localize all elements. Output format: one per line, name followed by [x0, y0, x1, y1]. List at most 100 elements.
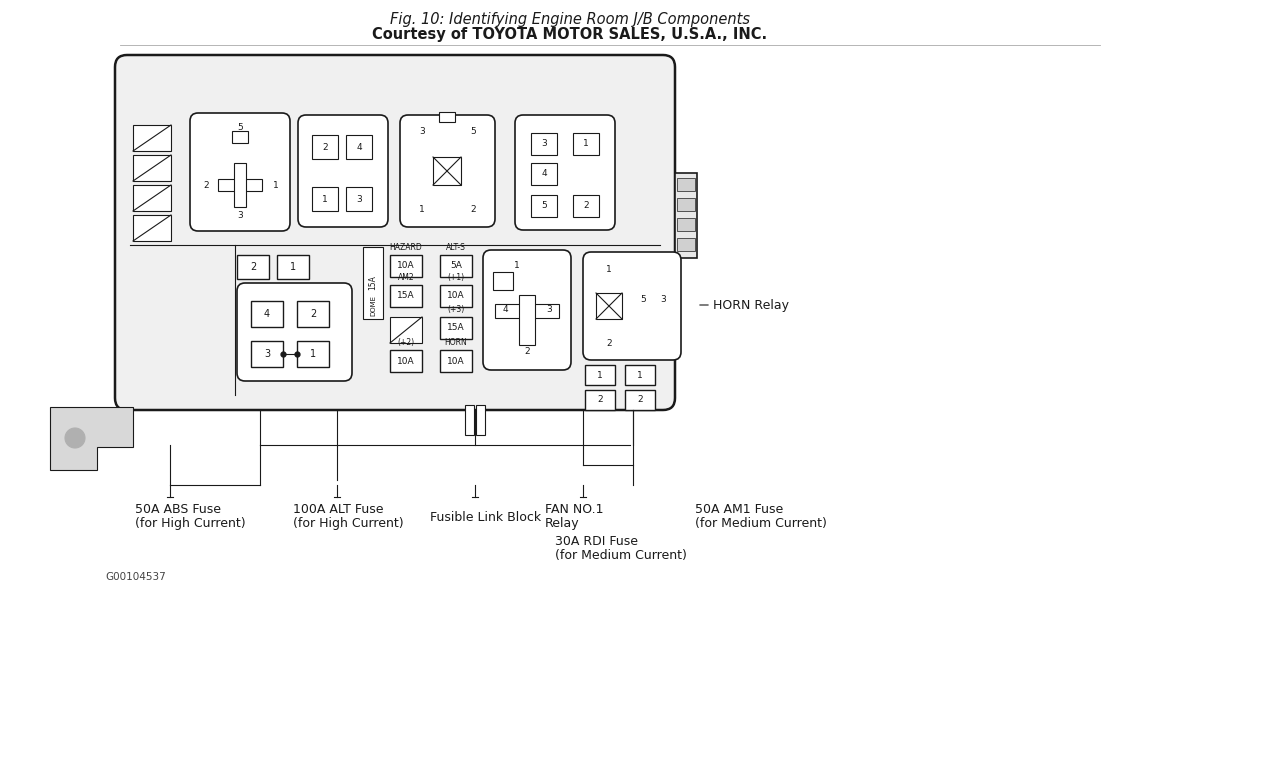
Bar — [440, 350, 472, 372]
Text: 5: 5 — [640, 296, 646, 304]
Bar — [585, 365, 614, 385]
Bar — [677, 198, 695, 211]
Text: (for High Current): (for High Current) — [293, 517, 403, 530]
Text: Fusible Link Block: Fusible Link Block — [430, 511, 541, 524]
Bar — [390, 285, 422, 307]
Bar — [297, 301, 329, 327]
Text: 10A: 10A — [447, 356, 465, 366]
Bar — [346, 187, 372, 211]
Bar — [390, 317, 422, 343]
Text: 2: 2 — [584, 201, 589, 210]
FancyBboxPatch shape — [483, 250, 571, 370]
Bar — [312, 187, 338, 211]
Text: 2: 2 — [637, 396, 643, 405]
Bar — [390, 255, 422, 277]
Bar — [573, 133, 599, 155]
Bar — [495, 304, 559, 318]
Text: 3: 3 — [237, 210, 243, 220]
Bar — [625, 365, 655, 385]
Bar — [439, 112, 454, 122]
Text: 30A RDI Fuse: 30A RDI Fuse — [556, 535, 637, 548]
Text: 10A: 10A — [447, 292, 465, 300]
Text: 1: 1 — [323, 194, 328, 204]
Text: 1: 1 — [273, 180, 279, 190]
Text: 1: 1 — [584, 140, 589, 148]
Text: 10A: 10A — [397, 356, 415, 366]
Text: 2: 2 — [250, 262, 256, 272]
Bar — [585, 390, 614, 410]
Text: 5: 5 — [470, 127, 476, 135]
Text: (+3): (+3) — [448, 305, 465, 314]
Bar — [677, 178, 695, 191]
Bar — [531, 133, 557, 155]
Text: 3: 3 — [264, 349, 270, 359]
Text: 2: 2 — [323, 143, 328, 151]
Text: G00104537: G00104537 — [105, 572, 165, 582]
Text: 4: 4 — [502, 306, 508, 315]
Bar — [237, 255, 269, 279]
Text: HORN: HORN — [444, 338, 467, 347]
Text: 5: 5 — [541, 201, 547, 210]
Text: 5: 5 — [237, 123, 243, 131]
Bar — [133, 155, 172, 181]
Bar — [675, 173, 698, 258]
FancyBboxPatch shape — [399, 115, 495, 227]
Text: 4: 4 — [541, 170, 547, 178]
FancyBboxPatch shape — [582, 252, 681, 360]
Bar — [364, 247, 383, 319]
Bar — [251, 341, 283, 367]
Bar — [493, 272, 513, 290]
Text: 2: 2 — [204, 180, 209, 190]
Text: 1: 1 — [598, 370, 603, 379]
Text: 15A: 15A — [397, 292, 415, 300]
Bar — [531, 195, 557, 217]
FancyBboxPatch shape — [189, 113, 291, 231]
Text: Fig. 10: Identifying Engine Room J/B Components: Fig. 10: Identifying Engine Room J/B Com… — [390, 12, 750, 27]
Text: 3: 3 — [541, 140, 547, 148]
Text: 100A ALT Fuse: 100A ALT Fuse — [293, 503, 384, 516]
Text: 5A: 5A — [451, 261, 462, 270]
Bar — [133, 185, 172, 211]
Text: 50A ABS Fuse: 50A ABS Fuse — [134, 503, 221, 516]
Bar — [476, 405, 485, 435]
Text: Courtesy of TOYOTA MOTOR SALES, U.S.A., INC.: Courtesy of TOYOTA MOTOR SALES, U.S.A., … — [372, 27, 768, 42]
FancyBboxPatch shape — [115, 55, 675, 410]
Text: ALT-S: ALT-S — [445, 243, 466, 252]
Text: 1: 1 — [310, 349, 316, 359]
Bar — [133, 215, 172, 241]
Text: (for Medium Current): (for Medium Current) — [556, 549, 687, 562]
Text: 1: 1 — [607, 266, 612, 274]
Text: (for High Current): (for High Current) — [134, 517, 246, 530]
Text: 1: 1 — [291, 262, 296, 272]
Bar — [465, 405, 474, 435]
Text: HORN Relay: HORN Relay — [713, 299, 788, 312]
Text: 15A: 15A — [447, 323, 465, 333]
Text: 3: 3 — [660, 296, 666, 304]
Text: 3: 3 — [419, 127, 425, 135]
Text: Relay: Relay — [545, 517, 580, 530]
Bar — [596, 293, 622, 319]
Circle shape — [65, 428, 84, 448]
Text: 2: 2 — [525, 347, 530, 356]
FancyBboxPatch shape — [298, 115, 388, 227]
Bar — [440, 317, 472, 339]
Bar — [218, 179, 262, 191]
Text: DOME: DOME — [370, 294, 376, 316]
Bar — [433, 157, 461, 185]
Bar — [440, 255, 472, 277]
Text: 2: 2 — [607, 339, 612, 349]
Text: AM2: AM2 — [398, 273, 415, 282]
Text: HAZARD: HAZARD — [389, 243, 422, 252]
Text: 4: 4 — [356, 143, 362, 151]
Bar — [232, 131, 248, 143]
Bar — [234, 163, 246, 207]
Text: 3: 3 — [356, 194, 362, 204]
Text: (+1): (+1) — [448, 273, 465, 282]
Text: 50A AM1 Fuse: 50A AM1 Fuse — [695, 503, 783, 516]
Bar — [276, 255, 308, 279]
Bar — [390, 350, 422, 372]
Polygon shape — [50, 407, 133, 470]
Text: 15A: 15A — [369, 276, 378, 290]
Text: 10A: 10A — [397, 261, 415, 270]
Bar — [677, 238, 695, 251]
